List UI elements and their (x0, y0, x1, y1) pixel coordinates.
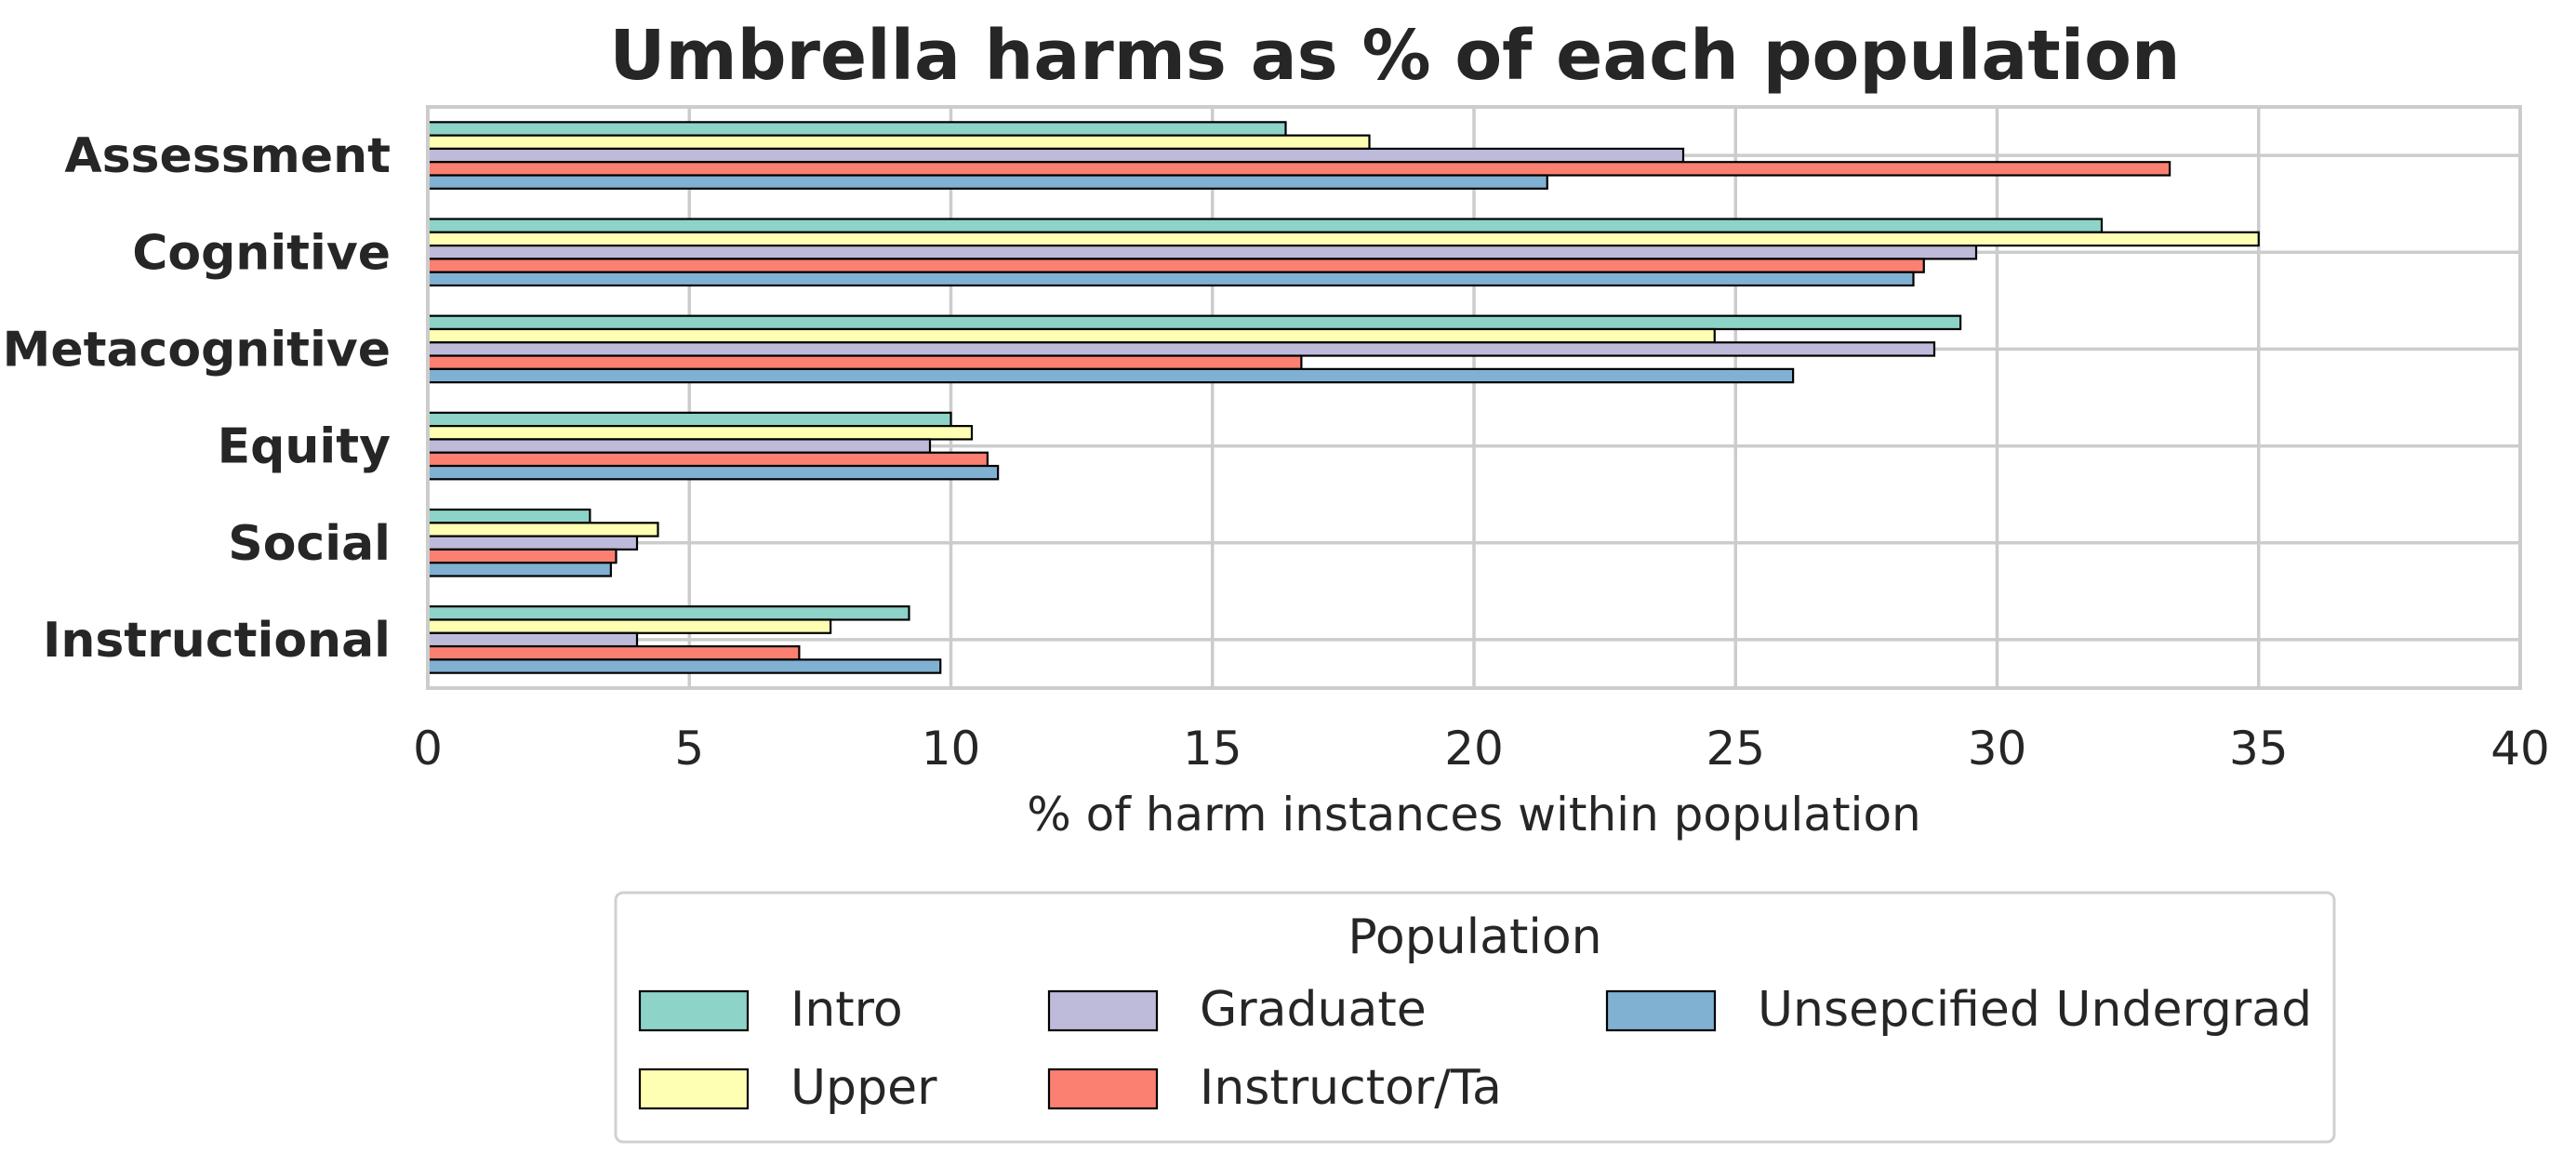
legend-label: Graduate (1200, 982, 1427, 1038)
bar-equity-intro (426, 411, 952, 428)
x-axis-ticks: 0 5 10 15 20 25 30 35 40 (413, 722, 2550, 776)
grid (426, 107, 2522, 688)
x-tick-label: 10 (922, 722, 981, 776)
x-tick-label: 40 (2490, 722, 2550, 776)
bar-equity-instructor-ta (426, 451, 989, 468)
bar-social-instructor-ta (426, 548, 617, 564)
bar-assessment-unsepcified-undergrad (426, 174, 1548, 190)
bar-instructional-instructor-ta (426, 644, 801, 661)
y-axis-categories: Assessment Cognitive Metacognitive Equity So… (3, 128, 391, 669)
y-category-label: Assessment (64, 128, 391, 184)
x-tick-label: 0 (413, 722, 443, 776)
bar-equity-unsepcified-undergrad (426, 464, 1000, 481)
bar-cognitive-graduate (426, 245, 1978, 260)
bar-social-intro (426, 508, 591, 524)
x-tick-label: 35 (2229, 722, 2289, 776)
legend-box (614, 891, 2336, 1144)
bar-assessment-instructor-ta (426, 161, 2171, 177)
bar-equity-graduate (426, 438, 932, 454)
x-tick-label: 5 (674, 722, 704, 776)
bar-cognitive-unsepcified-undergrad (426, 271, 1915, 287)
legend-label: Intro (790, 982, 903, 1038)
bar-assessment-intro (426, 121, 1287, 137)
bar-metacognitive-instructor-ta (426, 354, 1303, 370)
bar-instructional-intro (426, 605, 910, 621)
y-category-label: Cognitive (132, 225, 391, 281)
chart-title: Umbrella harms as % of each population (609, 16, 2180, 96)
bar-social-upper (426, 522, 659, 537)
bar-equity-upper (426, 425, 974, 441)
bar-instructional-unsepcified-undergrad (426, 658, 942, 674)
legend: Population Intro Upper Graduate Instructor/… (614, 891, 2336, 1144)
bar-assessment-upper (426, 134, 1371, 151)
bar-metacognitive-graduate (426, 341, 1936, 357)
bar-assessment-graduate (426, 147, 1685, 164)
bar-cognitive-instructor-ta (426, 258, 1925, 273)
bar-instructional-upper (426, 618, 832, 634)
x-tick-label: 15 (1183, 722, 1242, 776)
bar-metacognitive-unsepcified-undergrad (426, 367, 1795, 384)
bar-cognitive-intro (426, 218, 2104, 233)
bar-social-graduate (426, 535, 639, 550)
legend-swatch (1047, 1068, 1159, 1110)
legend-swatch (1605, 989, 1717, 1032)
y-category-label: Instructional (43, 613, 391, 669)
bar-social-unsepcified-undergrad (426, 562, 612, 577)
legend-swatch (638, 1068, 750, 1110)
x-tick-label: 20 (1444, 722, 1504, 776)
bar-cognitive-upper (426, 231, 2260, 247)
legend-swatch (638, 989, 750, 1032)
x-axis-label: % of harm instances within population (1027, 788, 1920, 842)
legend-title: Population (1348, 909, 1601, 965)
bar-metacognitive-intro (426, 314, 1962, 331)
x-tick-label: 25 (1706, 722, 1765, 776)
y-category-label: Social (228, 516, 391, 572)
bar-metacognitive-upper (426, 327, 1716, 344)
x-tick-label: 30 (1968, 722, 2027, 776)
legend-swatch (1047, 989, 1159, 1032)
bar-instructional-graduate (426, 631, 639, 648)
legend-label: Instructor/Ta (1200, 1060, 1502, 1116)
y-category-label: Equity (218, 419, 391, 475)
legend-label: Unsepcified Undergrad (1758, 982, 2312, 1038)
bars (426, 121, 2260, 674)
plot-frame (426, 105, 2522, 690)
legend-label: Upper (790, 1060, 937, 1116)
y-category-label: Metacognitive (3, 322, 391, 378)
